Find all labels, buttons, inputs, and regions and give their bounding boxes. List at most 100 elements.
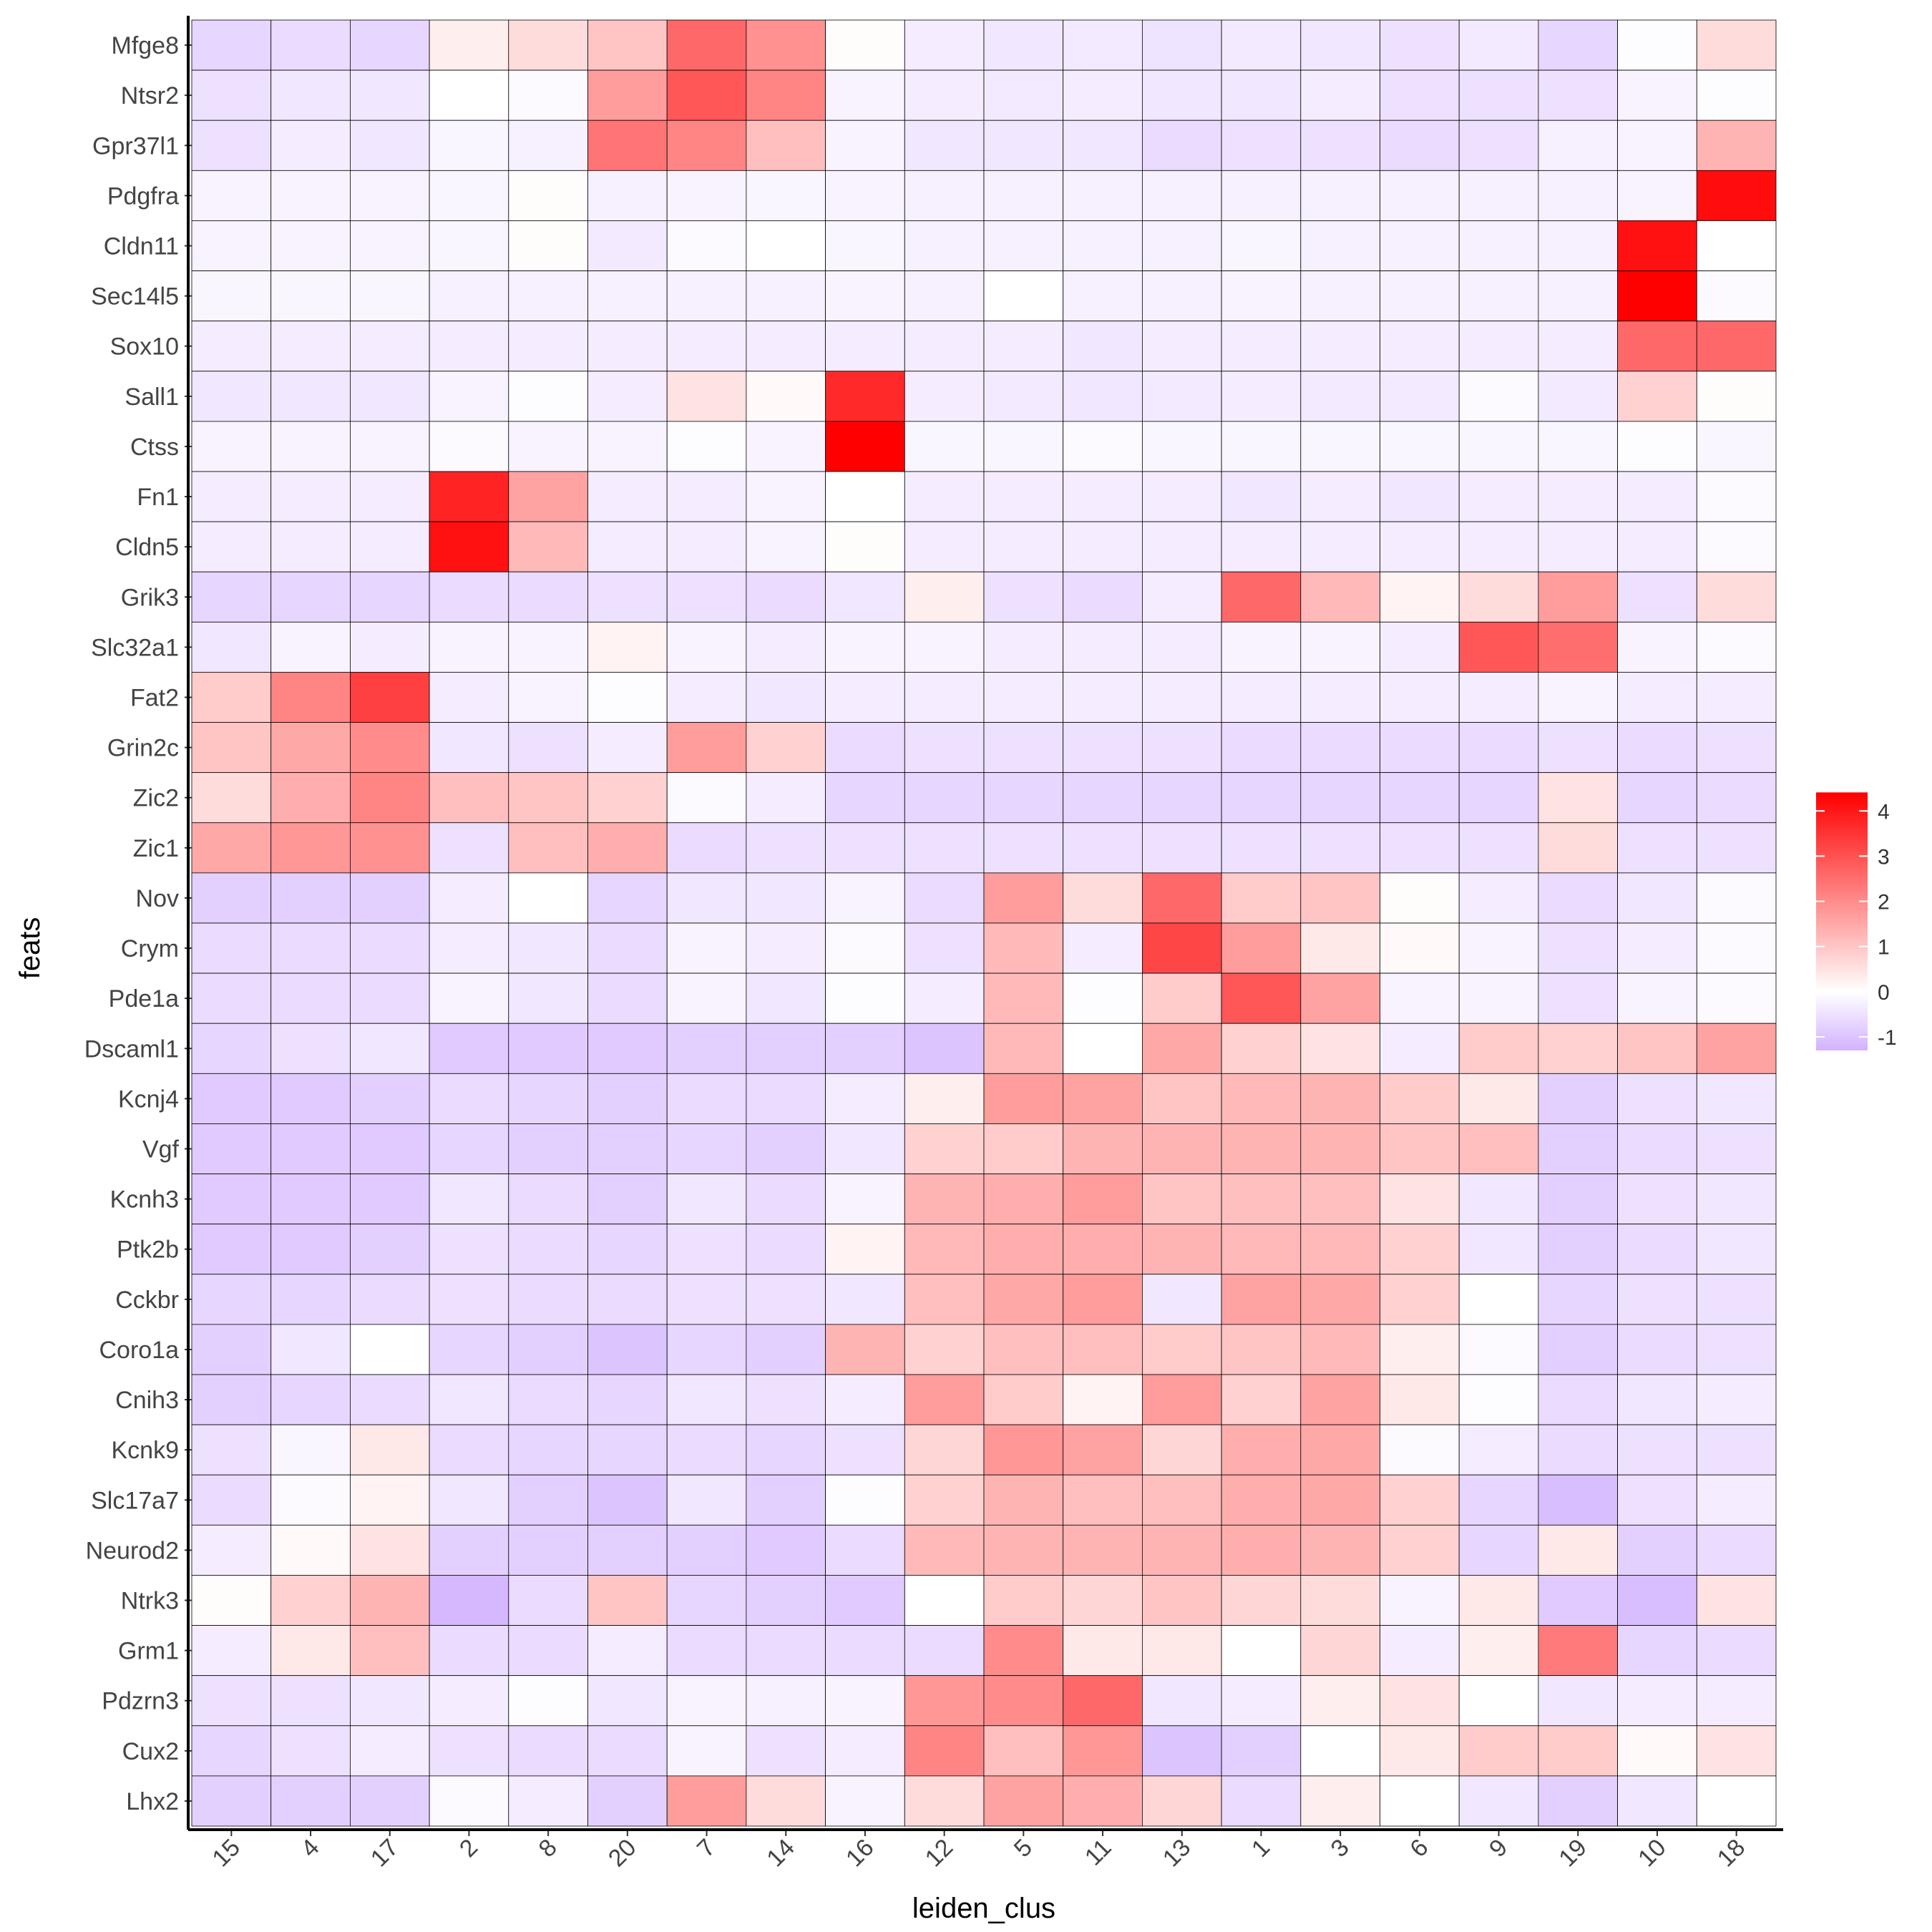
heatmap-cell-Fat2-17 <box>349 672 430 723</box>
heatmap-cell-Coro1a-14 <box>746 1324 826 1375</box>
heatmap-cell-Coro1a-5 <box>983 1324 1064 1375</box>
heatmap-cell-Pde1a-17 <box>349 972 430 1024</box>
heatmap-cell-Crym-2 <box>429 922 509 974</box>
legend-gradient-step <box>1816 966 1868 969</box>
heatmap-cell-Slc17a7-11 <box>1063 1474 1143 1526</box>
heatmap-cell-Fn1-14 <box>746 471 826 522</box>
legend-gradient-step <box>1816 921 1868 924</box>
heatmap-cell-Crym-11 <box>1063 922 1143 974</box>
heatmap-cell-Fat2-10 <box>1617 672 1697 723</box>
legend-gradient-step <box>1816 936 1868 939</box>
heatmap-cell-Nov-5 <box>983 872 1064 924</box>
legend-gradient-step <box>1816 805 1868 808</box>
heatmap-cell-Fat2-5 <box>983 672 1064 723</box>
legend-gradient-step <box>1816 1028 1868 1031</box>
heatmap-cell-Grik3-1 <box>1221 571 1302 623</box>
heatmap-cell-Crym-8 <box>508 922 588 974</box>
heatmap-cell-Fn1-5 <box>983 471 1064 522</box>
heatmap-cell-Slc32a1-12 <box>904 621 985 673</box>
legend-gradient-step <box>1816 938 1868 941</box>
heatmap-cell-Slc17a7-8 <box>508 1474 588 1526</box>
y-tick-label-Grm1: Grm1 <box>118 1638 179 1665</box>
heatmap-cell-Pde1a-1 <box>1221 972 1302 1024</box>
heatmap-cell-Gpr37l1-20 <box>587 119 668 171</box>
y-tick-label-Crym: Crym <box>121 935 179 962</box>
heatmap-cell-Fat2-18 <box>1696 672 1777 723</box>
y-axis-title: feats <box>14 917 46 980</box>
legend-gradient-step <box>1816 1041 1868 1044</box>
y-tick-label-Ptk2b: Ptk2b <box>117 1236 179 1264</box>
heatmap-cell-Grin2c-20 <box>587 722 668 774</box>
heatmap-cell-Zic1-12 <box>904 822 985 874</box>
heatmap-cell-Ntsr2-10 <box>1617 69 1697 121</box>
heatmap-cell-Grm1-16 <box>825 1625 905 1677</box>
heatmap-cell-Grik3-17 <box>349 571 430 623</box>
legend-gradient-step <box>1816 801 1868 804</box>
legend-gradient-step <box>1816 1015 1868 1018</box>
y-tick-label-Vgf: Vgf <box>142 1136 180 1163</box>
heatmap-cell-Kcnj4-2 <box>429 1073 509 1124</box>
heatmap-cell-Fn1-16 <box>825 471 905 522</box>
heatmap-cell-Kcnk9-7 <box>666 1424 747 1475</box>
heatmap-cell-Grm1-3 <box>1300 1625 1380 1677</box>
heatmap-cell-Vgf-20 <box>587 1123 668 1174</box>
heatmap-cell-Kcnj4-14 <box>746 1073 826 1124</box>
heatmap-cell-Kcnh3-20 <box>587 1174 668 1225</box>
heatmap-cell-Cckbr-7 <box>666 1274 747 1325</box>
legend-gradient-step <box>1816 1005 1868 1008</box>
heatmap-cell-Dscaml1-3 <box>1300 1023 1380 1074</box>
legend-gradient-step <box>1816 955 1868 958</box>
heatmap-cell-Ntrk3-14 <box>746 1575 826 1626</box>
y-tick-label-Ctss: Ctss <box>130 434 179 461</box>
heatmap-cell-Nov-12 <box>904 872 985 924</box>
heatmap-cell-Zic1-19 <box>1538 822 1618 874</box>
legend-gradient-step <box>1816 859 1868 862</box>
heatmap-cell-Vgf-8 <box>508 1123 588 1174</box>
heatmap-cell-Ntsr2-20 <box>587 69 668 121</box>
heatmap-cell-Grin2c-4 <box>270 722 351 774</box>
heatmap-cell-Slc17a7-13 <box>1142 1474 1222 1526</box>
heatmap-cell-Zic1-5 <box>983 822 1064 874</box>
y-tick-label-Gpr37l1: Gpr37l1 <box>92 132 179 160</box>
heatmap-cell-Vgf-14 <box>746 1123 826 1174</box>
heatmap-cell-Cldn5-11 <box>1063 521 1143 572</box>
heatmap-cell-Cux2-8 <box>508 1725 588 1777</box>
heatmap-cell-Zic1-20 <box>587 822 668 874</box>
heatmap-cell-Neurod2-6 <box>1380 1524 1460 1576</box>
heatmap-cell-Lhx2-2 <box>429 1775 509 1827</box>
heatmap-cell-Zic1-6 <box>1380 822 1460 874</box>
heatmap-cell-Crym-1 <box>1221 922 1302 974</box>
legend-gradient-step <box>1816 942 1868 945</box>
heatmap-cell-Sox10-2 <box>429 321 509 372</box>
heatmap-cell-Fn1-11 <box>1063 471 1143 522</box>
legend-gradient-step <box>1816 811 1868 814</box>
heatmap-cell-Nov-4 <box>270 872 351 924</box>
heatmap-cell-Cldn5-6 <box>1380 521 1460 572</box>
legend-gradient-step <box>1816 923 1868 926</box>
heatmap-cell-Zic2-8 <box>508 772 588 824</box>
heatmap-cell-Zic2-1 <box>1221 772 1302 824</box>
heatmap-cell-Crym-20 <box>587 922 668 974</box>
heatmap-cell-Kcnk9-8 <box>508 1424 588 1475</box>
heatmap-cell-Cldn11-16 <box>825 220 905 271</box>
heatmap-cell-Ctss-1 <box>1221 421 1302 472</box>
heatmap-cell-Ctss-14 <box>746 421 826 472</box>
heatmap-cell-Pdgfra-1 <box>1221 170 1302 221</box>
heatmap-cell-Coro1a-16 <box>825 1324 905 1375</box>
legend-gradient-step <box>1816 964 1868 967</box>
heatmap-cell-Lhx2-3 <box>1300 1775 1380 1827</box>
heatmap-cell-Vgf-12 <box>904 1123 985 1174</box>
heatmap-cell-Fn1-10 <box>1617 471 1697 522</box>
heatmap-cell-Grin2c-1 <box>1221 722 1302 774</box>
heatmap-cell-Pde1a-15 <box>191 972 272 1024</box>
y-tick-label-Sox10: Sox10 <box>110 333 179 361</box>
heatmap-cell-Nov-20 <box>587 872 668 924</box>
heatmap-cell-Neurod2-5 <box>983 1524 1064 1576</box>
legend-gradient-step <box>1816 904 1868 907</box>
heatmap-cell-Grm1-10 <box>1617 1625 1697 1677</box>
heatmap-cell-Neurod2-12 <box>904 1524 985 1576</box>
heatmap-cell-Ptk2b-1 <box>1221 1224 1302 1275</box>
legend-gradient-step <box>1816 1022 1868 1025</box>
heatmap-cell-Sox10-12 <box>904 321 985 372</box>
heatmap-cell-Crym-7 <box>666 922 747 974</box>
